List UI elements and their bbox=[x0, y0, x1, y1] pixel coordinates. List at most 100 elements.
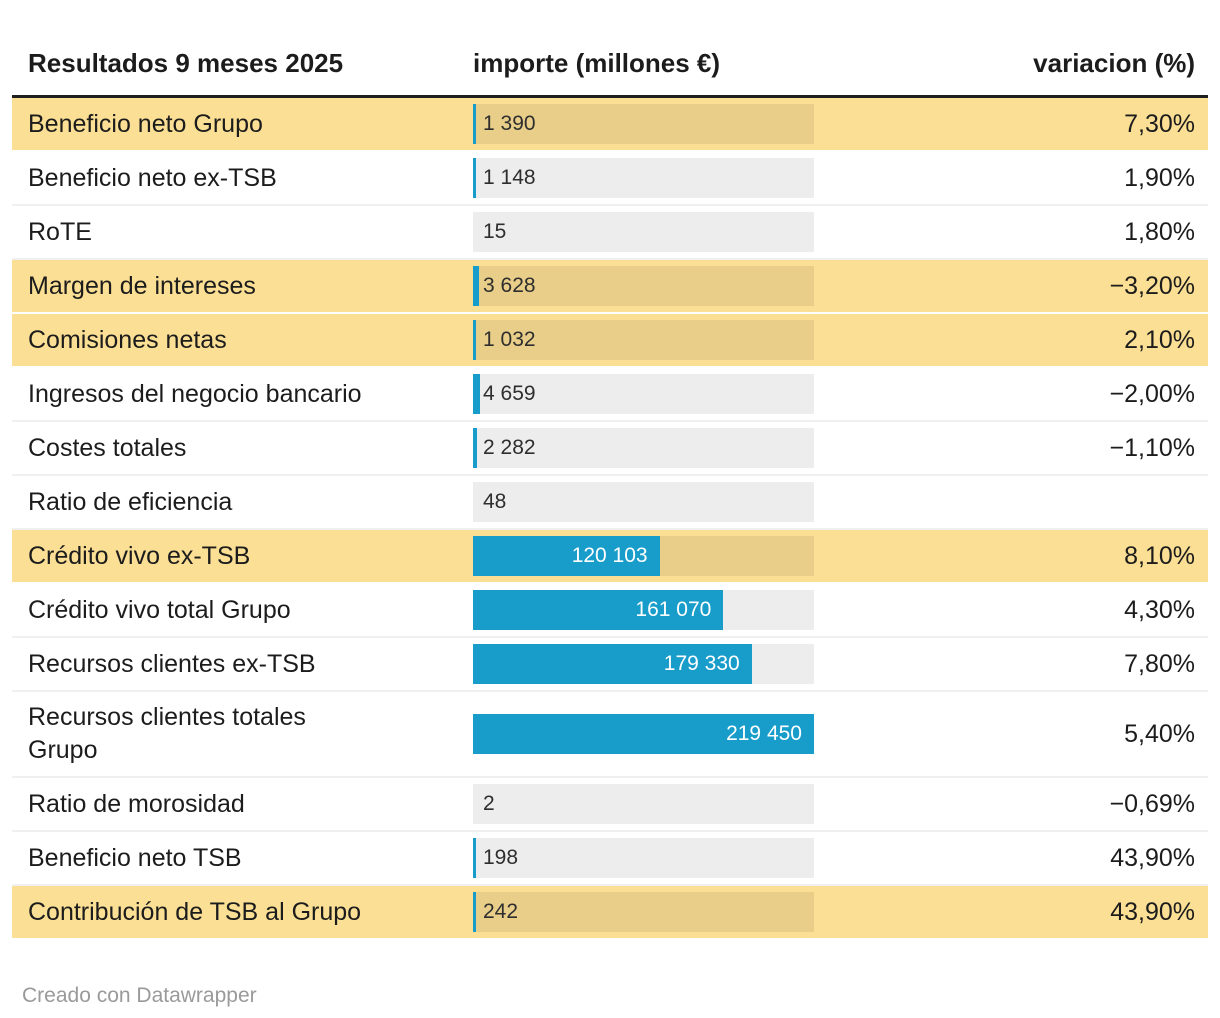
row-label: Crédito vivo ex-TSB bbox=[28, 541, 251, 570]
table-row: Beneficio neto ex-TSB 1 148 1,90% bbox=[12, 152, 1208, 206]
bar-value-label: 242 bbox=[483, 900, 519, 923]
row-label: Ingresos del negocio bancario bbox=[28, 379, 362, 408]
bar-cell: 1 390 bbox=[473, 98, 814, 150]
row-label: Recursos clientes totales Grupo bbox=[28, 703, 306, 764]
value-bar bbox=[473, 428, 477, 468]
bar-track: 120 103 bbox=[473, 536, 814, 576]
row-label: Contribución de TSB al Grupo bbox=[28, 897, 362, 926]
bar-track: 161 070 bbox=[473, 590, 814, 630]
variation-value: −0,69% bbox=[1109, 789, 1196, 818]
bar-value-label: 1 148 bbox=[483, 166, 536, 189]
table-row: Crédito vivo total Grupo 161 070 4,30% bbox=[12, 584, 1208, 638]
table-row: Crédito vivo ex-TSB 120 103 8,10% bbox=[12, 530, 1208, 584]
bar-cell: 3 628 bbox=[473, 260, 814, 312]
row-label: Beneficio neto TSB bbox=[28, 843, 242, 872]
table-row: Beneficio neto Grupo 1 390 7,30% bbox=[12, 98, 1208, 152]
bar-value-label: 2 bbox=[483, 792, 495, 815]
table-body: Beneficio neto Grupo 1 390 7,30% Benefic… bbox=[12, 98, 1208, 940]
bar-track: 2 282 bbox=[473, 428, 814, 468]
bar-track: 219 450 bbox=[473, 714, 814, 754]
bar-track: 179 330 bbox=[473, 644, 814, 684]
bar-track: 1 032 bbox=[473, 320, 814, 360]
table-row: Recursos clientes totales Grupo 219 450 … bbox=[12, 692, 1208, 778]
bar-cell: 48 bbox=[473, 476, 814, 528]
table-row: Recursos clientes ex-TSB 179 330 7,80% bbox=[12, 638, 1208, 692]
bar-value-label: 15 bbox=[483, 220, 507, 243]
variation-value bbox=[814, 476, 1208, 528]
table-row: Beneficio neto TSB 198 43,90% bbox=[12, 832, 1208, 886]
bar-value-label: 48 bbox=[483, 490, 507, 513]
value-bar bbox=[473, 644, 752, 684]
bar-track: 4 659 bbox=[473, 374, 814, 414]
bar-value-label: 179 330 bbox=[663, 652, 740, 675]
table-header: Resultados 9 meses 2025 importe (millone… bbox=[12, 0, 1208, 98]
bar-track: 2 bbox=[473, 784, 814, 824]
row-label: Margen de intereses bbox=[28, 271, 256, 300]
bar-value-label: 198 bbox=[483, 846, 519, 869]
value-bar bbox=[473, 892, 476, 932]
variation-value: −1,10% bbox=[1109, 433, 1196, 462]
variation-value: 1,90% bbox=[1124, 163, 1195, 192]
table-row: Ratio de eficiencia 48 bbox=[12, 476, 1208, 530]
bar-cell: 1 148 bbox=[473, 152, 814, 204]
variation-value: 8,10% bbox=[1124, 541, 1195, 570]
variation-value: 43,90% bbox=[1110, 843, 1195, 872]
variation-value: 1,80% bbox=[1124, 217, 1195, 246]
value-bar bbox=[473, 590, 724, 630]
bar-cell: 120 103 bbox=[473, 530, 814, 582]
value-bar bbox=[473, 158, 476, 198]
bar-value-label: 1 032 bbox=[483, 328, 536, 351]
bar-cell: 2 282 bbox=[473, 422, 814, 474]
bar-value-label: 1 390 bbox=[483, 112, 536, 135]
bar-value-label: 161 070 bbox=[635, 598, 712, 621]
bar-cell: 219 450 bbox=[473, 692, 814, 776]
bar-track: 1 390 bbox=[473, 104, 814, 144]
table-row: Contribución de TSB al Grupo 242 43,90% bbox=[12, 886, 1208, 940]
column-header-importe: importe (millones €) bbox=[473, 48, 721, 78]
value-bar bbox=[473, 374, 481, 414]
chart-container: Resultados 9 meses 2025 importe (millone… bbox=[12, 0, 1208, 1008]
table-row: Comisiones netas 1 032 2,10% bbox=[12, 314, 1208, 368]
table-row: Margen de intereses 3 628 −3,20% bbox=[12, 260, 1208, 314]
variation-value: −2,00% bbox=[1109, 379, 1196, 408]
bar-track: 48 bbox=[473, 482, 814, 522]
table-row: Ratio de morosidad 2 −0,69% bbox=[12, 778, 1208, 832]
row-label: Crédito vivo total Grupo bbox=[28, 595, 291, 624]
row-label: RoTE bbox=[28, 217, 92, 246]
bar-cell: 1 032 bbox=[473, 314, 814, 366]
variation-value: 7,30% bbox=[1124, 109, 1195, 138]
variation-value: 4,30% bbox=[1124, 595, 1195, 624]
bar-cell: 161 070 bbox=[473, 584, 814, 636]
row-label: Beneficio neto ex-TSB bbox=[28, 163, 277, 192]
bar-cell: 179 330 bbox=[473, 638, 814, 690]
value-bar bbox=[473, 536, 660, 576]
variation-value: 7,80% bbox=[1124, 649, 1195, 678]
row-label: Ratio de morosidad bbox=[28, 789, 245, 818]
variation-value: 2,10% bbox=[1124, 325, 1195, 354]
bar-value-label: 2 282 bbox=[483, 436, 536, 459]
value-bar bbox=[473, 838, 476, 878]
bar-track: 1 148 bbox=[473, 158, 814, 198]
value-bar bbox=[473, 320, 476, 360]
value-bar bbox=[473, 714, 814, 754]
row-label: Costes totales bbox=[28, 433, 187, 462]
table-row: Costes totales 2 282 −1,10% bbox=[12, 422, 1208, 476]
value-bar bbox=[473, 266, 479, 306]
row-label: Recursos clientes ex-TSB bbox=[28, 649, 316, 678]
bar-value-label: 120 103 bbox=[571, 544, 648, 567]
bar-track: 242 bbox=[473, 892, 814, 932]
bar-track: 3 628 bbox=[473, 266, 814, 306]
table-row: Ingresos del negocio bancario 4 659 −2,0… bbox=[12, 368, 1208, 422]
bar-track: 198 bbox=[473, 838, 814, 878]
row-label: Ratio de eficiencia bbox=[28, 487, 233, 516]
bar-cell: 198 bbox=[473, 832, 814, 884]
bar-cell: 2 bbox=[473, 778, 814, 830]
bar-track: 15 bbox=[473, 212, 814, 252]
bar-value-label: 219 450 bbox=[726, 722, 802, 745]
column-header-variacion: variacion (%) bbox=[1033, 48, 1195, 78]
row-label: Beneficio neto Grupo bbox=[28, 109, 263, 138]
variation-value: 43,90% bbox=[1110, 897, 1195, 926]
page-title: Resultados 9 meses 2025 bbox=[28, 48, 344, 78]
table-row: RoTE 15 1,80% bbox=[12, 206, 1208, 260]
bar-cell: 4 659 bbox=[473, 368, 814, 420]
